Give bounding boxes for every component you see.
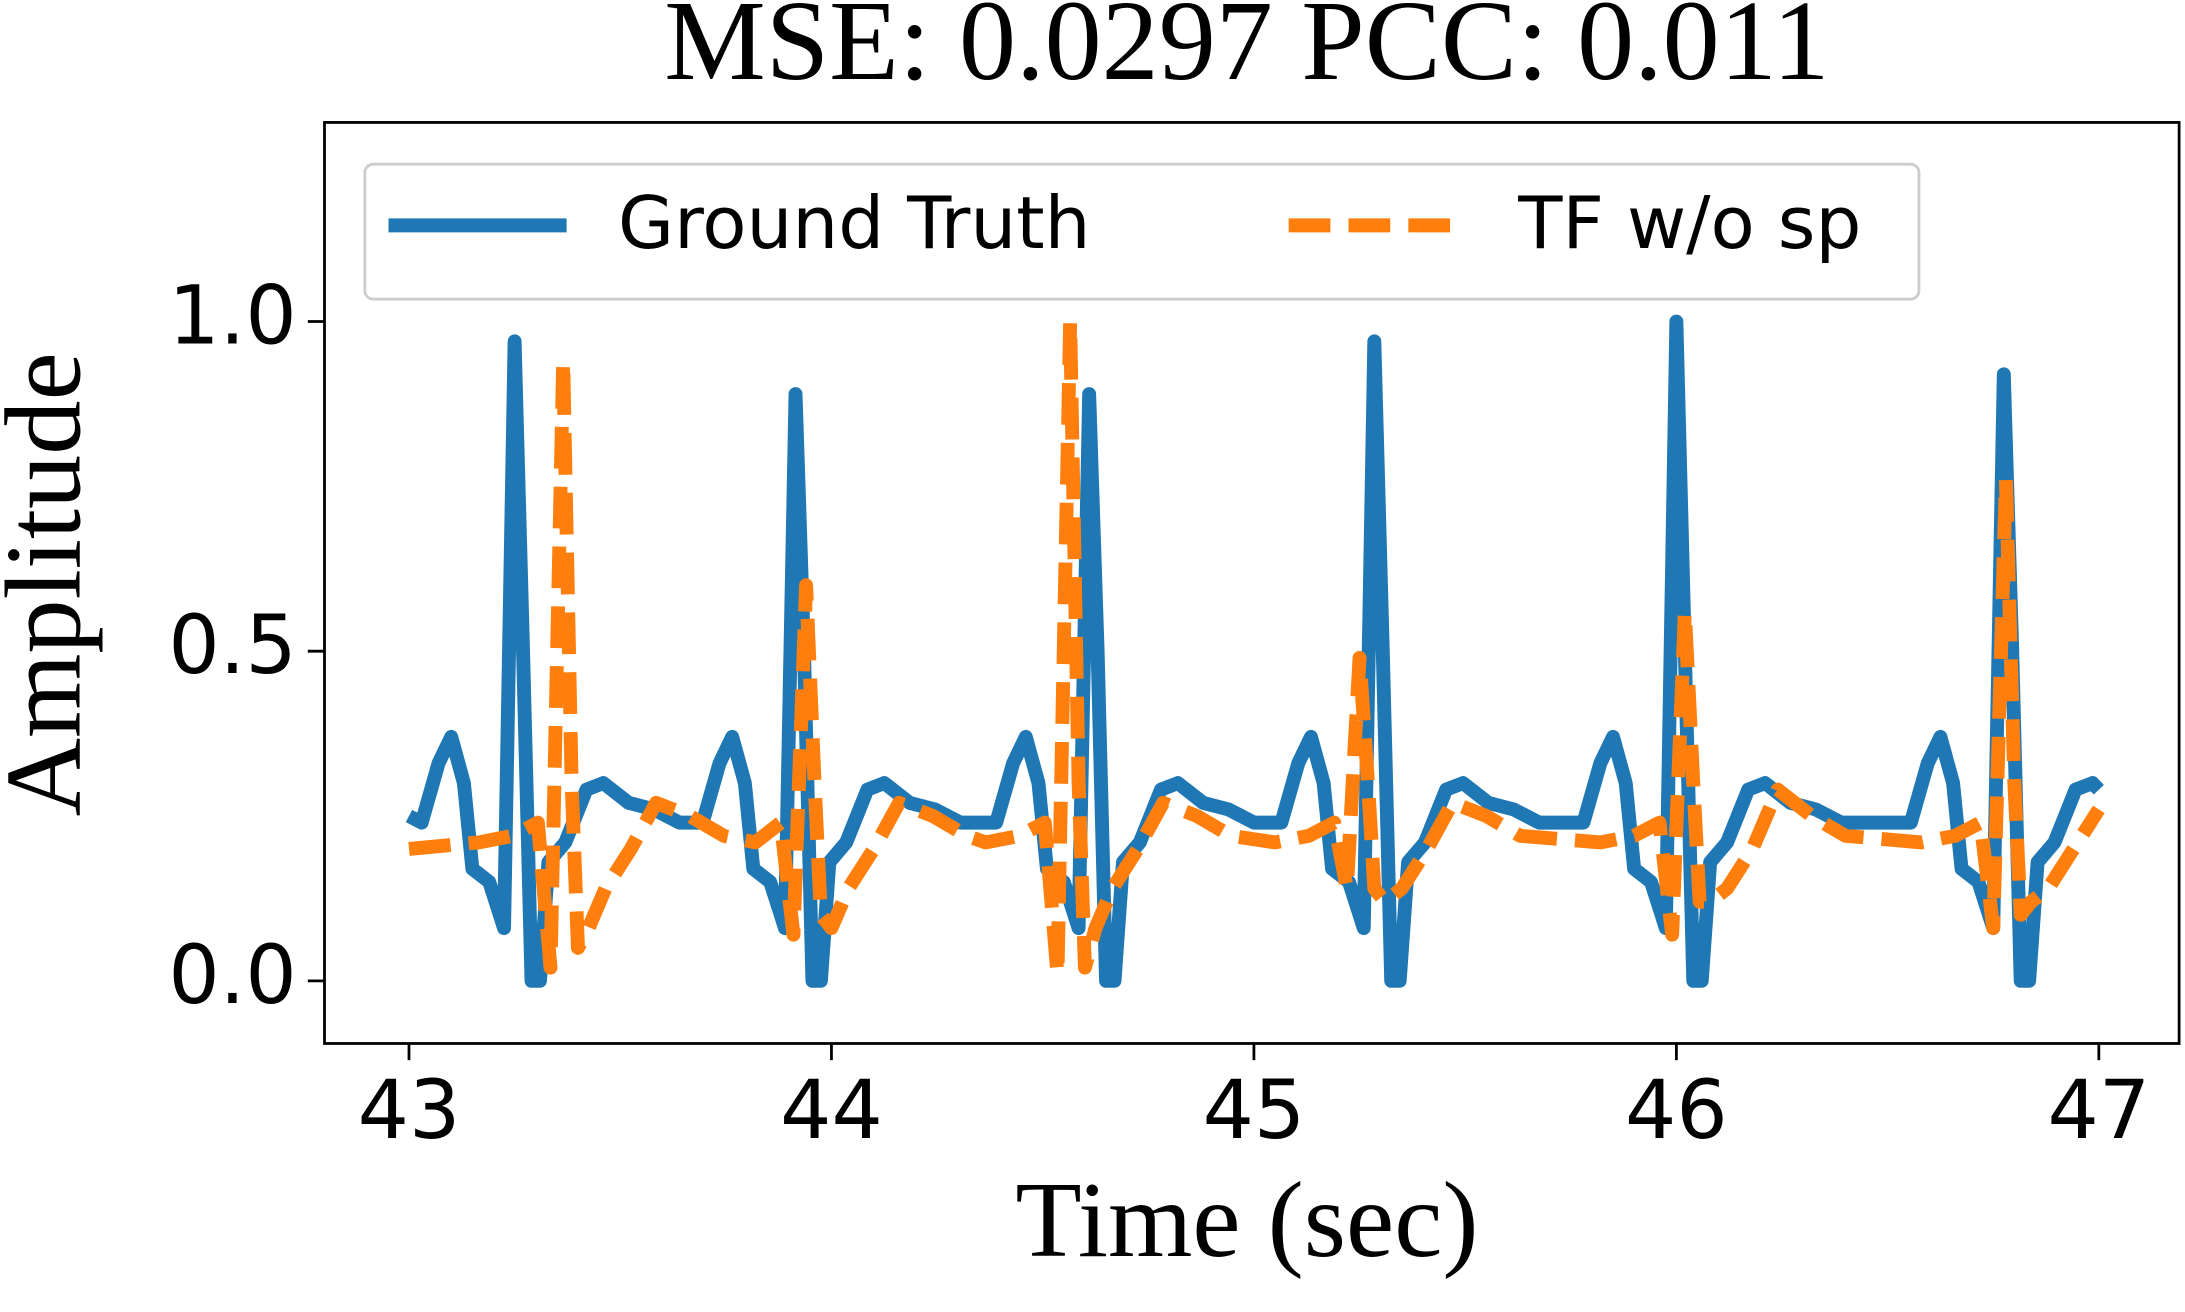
- y-tick-label: 0.0: [168, 929, 296, 1023]
- x-tick-label: 44: [780, 1064, 883, 1158]
- series-line: [405, 314, 2104, 988]
- series-line: [408, 314, 2105, 982]
- legend-label: TF w/o sp: [1517, 182, 1861, 266]
- x-tick-label: 43: [358, 1064, 461, 1158]
- plot-area: [405, 314, 2105, 988]
- y-axis-label: Amplitude: [0, 352, 103, 816]
- legend-label: Ground Truth: [618, 182, 1090, 266]
- legend: Ground Truth TF w/o sp: [363, 162, 1921, 301]
- y-tick-label: 1.0: [168, 270, 296, 364]
- y-tick-label: 0.5: [168, 599, 296, 693]
- legend-box: [363, 162, 1921, 301]
- chart-title: MSE: 0.0297 PCC: 0.011: [664, 0, 1829, 104]
- x-tick-label: 47: [2048, 1064, 2151, 1158]
- x-tick-label: 45: [1203, 1064, 1306, 1158]
- x-tick-label: 46: [1625, 1064, 1728, 1158]
- x-axis-label: Time (sec): [1015, 1160, 1478, 1280]
- axes-frame: [323, 121, 2181, 1045]
